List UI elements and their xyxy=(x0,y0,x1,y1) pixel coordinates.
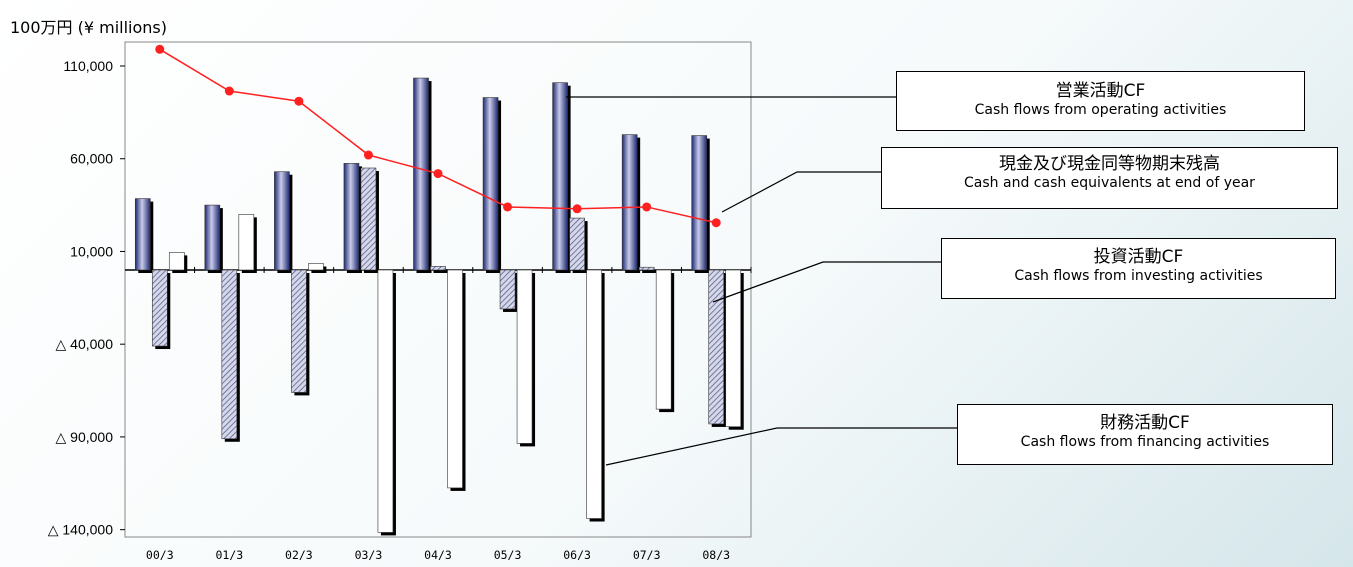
bar-operating xyxy=(621,134,638,271)
cash-point xyxy=(155,44,165,54)
bar-investing xyxy=(638,266,655,271)
bar-investing xyxy=(499,269,516,310)
callout-cash xyxy=(721,171,881,213)
cash-point xyxy=(294,96,304,106)
bar-investing xyxy=(360,167,377,271)
bar-investing xyxy=(430,265,446,271)
x-tick-label: 06/3 xyxy=(563,548,591,562)
legend-cash-en: Cash and cash equivalents at end of year xyxy=(964,175,1255,192)
legend-financing-jp: 財務活動CF xyxy=(1100,413,1190,433)
legend-investing: 投資活動CF Cash flows from investing activit… xyxy=(941,238,1336,299)
bar-financing xyxy=(308,263,324,271)
callout-financing xyxy=(605,427,957,466)
bar-shadow xyxy=(642,270,658,273)
x-tick-label: 01/3 xyxy=(215,548,243,562)
legend-cash-jp: 現金及び現金同等物期末残高 xyxy=(999,154,1220,174)
legend-investing-en: Cash flows from investing activities xyxy=(1014,268,1263,285)
callout-investing xyxy=(712,261,941,303)
bar-investing xyxy=(708,269,725,425)
bar-operating xyxy=(482,97,499,271)
legend-operating-en: Cash flows from operating activities xyxy=(974,102,1227,119)
unit-label: 100万円 (¥ millions) xyxy=(10,18,168,37)
legend-financing-en: Cash flows from financing activities xyxy=(1020,434,1270,451)
y-tick-label: 110,000 xyxy=(63,58,113,74)
bar-financing xyxy=(655,269,672,410)
plot-area xyxy=(124,41,752,538)
cash-point xyxy=(642,202,652,212)
cash-point xyxy=(711,218,721,228)
bar-financing xyxy=(447,269,463,489)
bar-operating xyxy=(691,135,708,271)
x-tick-label: 05/3 xyxy=(494,548,522,562)
bar-operating xyxy=(134,198,151,271)
bar-financing xyxy=(168,252,185,271)
bars xyxy=(134,77,744,536)
x-tick-label: 07/3 xyxy=(633,548,661,562)
x-tick-label: 02/3 xyxy=(285,548,313,562)
legend-operating: 営業活動CF Cash flows from operating activit… xyxy=(896,71,1305,131)
bar-operating xyxy=(204,204,221,271)
cash-point xyxy=(224,86,234,96)
x-tick-label: 00/3 xyxy=(146,548,174,562)
legend-callout-lines xyxy=(566,96,957,466)
bar-financing xyxy=(586,269,602,519)
cash-line-series xyxy=(155,44,721,228)
y-axis: 110,000 60,000 10,000 △ 40,000 △ 90,000 △ 140… xyxy=(48,58,125,538)
y-tick-label: △ 40,000 xyxy=(56,336,114,352)
bar-operating xyxy=(274,171,290,271)
y-tick-label: △ 90,000 xyxy=(56,429,114,445)
plot-frame xyxy=(124,41,752,538)
bar-financing xyxy=(377,269,394,533)
y-tick-label: 10,000 xyxy=(70,243,113,259)
legend-investing-jp: 投資活動CF xyxy=(1093,247,1184,267)
bar-investing xyxy=(291,269,307,393)
cash-point xyxy=(503,202,513,212)
x-tick-label: 04/3 xyxy=(424,548,452,562)
bar-shadow xyxy=(433,269,449,273)
bar-financing xyxy=(238,214,255,271)
bar-financing xyxy=(725,269,742,428)
bar-financing xyxy=(516,269,533,444)
bar-investing xyxy=(221,269,238,440)
y-tick-label: 60,000 xyxy=(70,151,113,167)
bar-operating xyxy=(413,77,429,271)
y-tick-label: △ 140,000 xyxy=(48,522,113,538)
bar-investing xyxy=(151,269,168,347)
legend-financing: 財務活動CF Cash flows from financing activit… xyxy=(957,404,1333,465)
x-tick-label: 08/3 xyxy=(702,548,730,562)
legend-cash: 現金及び現金同等物期末残高 Cash and cash equivalents … xyxy=(881,147,1338,209)
x-tick-label: 03/3 xyxy=(355,548,383,562)
legend-operating-jp: 営業活動CF xyxy=(1055,81,1146,101)
bar-operating xyxy=(343,163,360,271)
cash-point xyxy=(363,150,373,160)
cash-point xyxy=(572,204,582,214)
bar-investing xyxy=(569,217,585,271)
bar-operating xyxy=(552,82,568,271)
cash-point xyxy=(433,169,443,179)
